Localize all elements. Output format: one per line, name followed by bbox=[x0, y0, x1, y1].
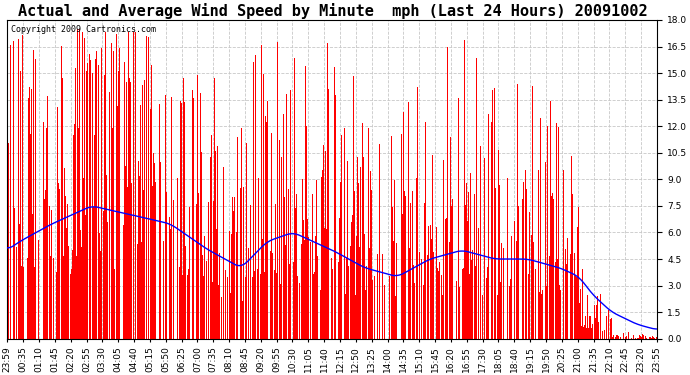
Text: Copyright 2009 Cartronics.com: Copyright 2009 Cartronics.com bbox=[10, 25, 155, 34]
Title: Actual and Average Wind Speed by Minute  mph (Last 24 Hours) 20091002: Actual and Average Wind Speed by Minute … bbox=[17, 3, 647, 19]
